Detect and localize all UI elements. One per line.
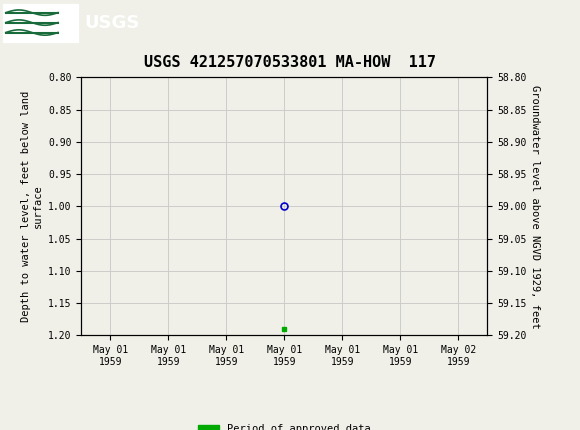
Text: USGS 421257070533801 MA-HOW  117: USGS 421257070533801 MA-HOW 117 xyxy=(144,55,436,70)
Text: USGS: USGS xyxy=(84,14,139,31)
Bar xyxy=(3,3,78,42)
Y-axis label: Groundwater level above NGVD 1929, feet: Groundwater level above NGVD 1929, feet xyxy=(530,85,540,328)
Y-axis label: Depth to water level, feet below land
surface: Depth to water level, feet below land su… xyxy=(21,91,42,322)
Legend: Period of approved data: Period of approved data xyxy=(194,420,375,430)
